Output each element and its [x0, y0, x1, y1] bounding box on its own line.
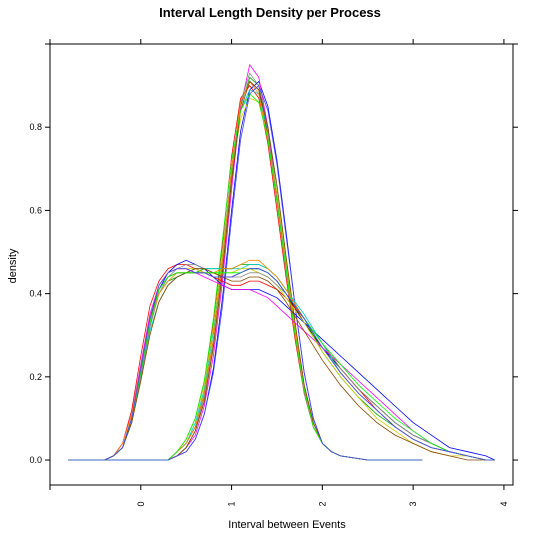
- y-tick-label: 0.4: [29, 289, 42, 299]
- x-axis-label: Interval between Events: [228, 519, 346, 531]
- axes: 0 1 2 3 4 0.0 0.2 0.4 0.6 0.8: [29, 39, 518, 507]
- chart-title: Interval Length Density per Process: [159, 5, 381, 20]
- plot-frame: [49, 43, 514, 486]
- y-tick-label: 0.8: [29, 122, 42, 132]
- density-curve-narrow-1: [68, 84, 423, 461]
- density-curve-wide-17: [104, 268, 495, 461]
- density-curve-wide-19: [104, 264, 495, 461]
- density-curve-wide-23: [104, 268, 495, 461]
- x-tick-label: 3: [408, 501, 418, 506]
- x-tick-label: 4: [499, 501, 509, 506]
- density-curve-narrow-11: [68, 84, 423, 461]
- y-tick-label: 0.6: [29, 205, 42, 215]
- y-axis-label: density: [7, 248, 19, 283]
- y-tick-label: 0.0: [29, 455, 42, 465]
- x-tick-label: 2: [317, 501, 327, 506]
- x-tick-label: 0: [136, 501, 146, 506]
- density-curve-wide-21: [104, 268, 495, 461]
- x-tick-label: 1: [227, 501, 237, 506]
- density-curve-narrow-10: [68, 93, 423, 461]
- y-tick-label: 0.2: [29, 372, 42, 382]
- density-curves: [68, 63, 495, 461]
